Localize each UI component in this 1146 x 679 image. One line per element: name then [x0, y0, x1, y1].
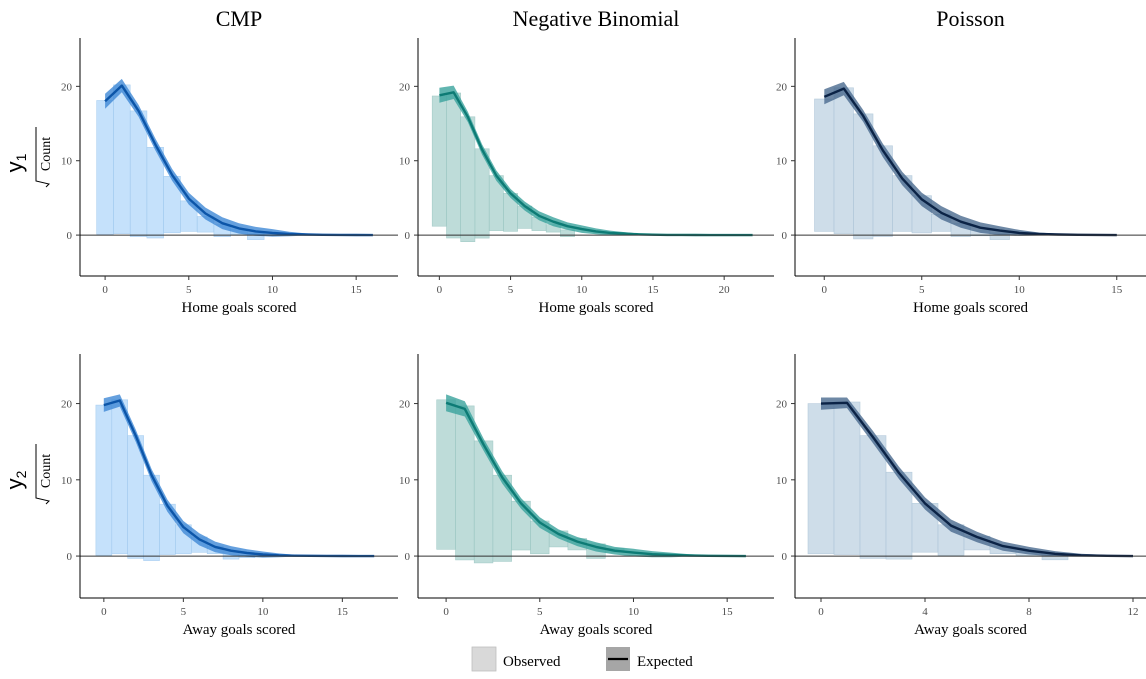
panel-CMP-home: 0 10 20 0 5 10 15 Home goals scored CMP [61, 6, 398, 316]
y-tick-label: 10 [776, 156, 788, 168]
y-tick-label: 10 [776, 475, 788, 487]
expected-band [821, 397, 1133, 557]
row-label-y1: y1 [2, 153, 29, 172]
x-tick-label: 4 [922, 606, 928, 618]
observed-bar [814, 98, 835, 232]
panel-NB-home: 0 10 20 0 5 10 15 20 Home goals scored Negative B… [399, 6, 774, 316]
observed-bar [95, 404, 113, 556]
observed-bar [146, 147, 164, 239]
y-axis-label-text: Count [39, 454, 54, 488]
x-axis-label: Home goals scored [182, 300, 297, 316]
strip-title: Negative Binomial [513, 6, 680, 31]
legend-expected-label: Expected [637, 654, 693, 670]
y-tick-label: 10 [61, 156, 73, 168]
x-tick-label: 15 [337, 606, 349, 618]
x-tick-label: 5 [181, 606, 187, 618]
x-axis-label: Home goals scored [913, 300, 1028, 316]
x-axis-label: Away goals scored [183, 622, 296, 638]
observed-bar [96, 100, 114, 235]
y-tick-label: 0 [67, 551, 73, 563]
row-label-y2: y2 [2, 470, 29, 489]
observed-bar [833, 87, 854, 234]
y-axis-label-text: Count [39, 137, 54, 171]
panel-NB-away: 0 10 20 0 5 10 15 Away goals scored [399, 354, 774, 638]
y-tick-label: 0 [405, 551, 411, 563]
expected-band [824, 81, 1117, 236]
x-tick-label: 0 [818, 606, 824, 618]
observed-bar [446, 92, 461, 239]
legend: Observed Expected [471, 646, 693, 672]
x-tick-label: 15 [351, 284, 363, 296]
panel-Poisson-away: 0 10 20 0 4 8 12 Away goals scored [776, 354, 1146, 638]
observed-bar [460, 116, 476, 243]
observed-bar [455, 405, 475, 561]
y-axis-label-sqrt-count: Count [35, 127, 54, 188]
expected-line [820, 401, 1134, 558]
observed-bar [859, 435, 887, 559]
x-tick-label: 15 [722, 606, 734, 618]
x-axis-label: Home goals scored [539, 300, 654, 316]
x-tick-label: 0 [822, 284, 828, 296]
y-tick-label: 20 [776, 399, 788, 411]
y-tick-label: 20 [399, 81, 411, 93]
row-label-subscript: 2 [13, 470, 29, 478]
sqrt-symbol [35, 444, 50, 505]
row-label-letter: y [2, 478, 27, 489]
y-tick-label: 0 [405, 230, 411, 242]
x-tick-label: 5 [537, 606, 543, 618]
x-tick-label: 15 [647, 284, 659, 296]
observed-bar [436, 399, 456, 550]
strip-title: CMP [216, 6, 262, 31]
x-tick-label: 10 [576, 284, 588, 296]
y-tick-label: 0 [782, 551, 788, 563]
y-tick-label: 0 [782, 230, 788, 242]
panel-Poisson-home: 0 10 20 0 5 10 15 Home goals scored Poisson [776, 6, 1146, 316]
y-tick-label: 10 [399, 475, 411, 487]
sqrt-symbol [35, 127, 50, 188]
x-tick-label: 10 [257, 606, 269, 618]
x-tick-label: 10 [628, 606, 640, 618]
y-tick-label: 20 [776, 81, 788, 93]
observed-bar [113, 84, 131, 234]
x-tick-label: 10 [1014, 284, 1026, 296]
x-tick-label: 10 [267, 284, 279, 296]
row-label-subscript: 1 [13, 153, 29, 161]
expected-band [105, 78, 373, 237]
legend-observed-label: Observed [503, 654, 561, 670]
observed-bar [129, 110, 148, 237]
x-tick-label: 0 [101, 606, 107, 618]
row-label-letter: y [2, 161, 27, 172]
x-tick-label: 8 [1026, 606, 1032, 618]
expected-band [439, 85, 753, 236]
y-tick-label: 0 [67, 230, 73, 242]
observed-bar [807, 403, 835, 555]
x-tick-label: 5 [919, 284, 925, 296]
x-tick-label: 20 [719, 284, 731, 296]
x-axis-label: Away goals scored [540, 622, 653, 638]
legend-observed-swatch [471, 646, 497, 672]
y-tick-label: 20 [399, 399, 411, 411]
strip-title: Poisson [936, 6, 1004, 31]
observed-bar [111, 399, 129, 555]
x-tick-label: 15 [1111, 284, 1123, 296]
x-tick-label: 12 [1128, 606, 1139, 618]
y-tick-label: 20 [61, 81, 73, 93]
observed-bar [431, 95, 447, 227]
x-tick-label: 5 [508, 284, 514, 296]
observed-bar [833, 401, 861, 555]
y-axis-label-sqrt-count: Count [35, 444, 54, 505]
x-tick-label: 0 [443, 606, 449, 618]
y-tick-label: 10 [399, 156, 411, 168]
panel-CMP-away: 0 10 20 0 5 10 15 Away goals scored [61, 354, 398, 638]
y-tick-label: 10 [61, 475, 73, 487]
x-tick-label: 5 [186, 284, 192, 296]
expected-band [103, 394, 375, 558]
x-axis-label: Away goals scored [914, 622, 1027, 638]
x-tick-label: 0 [102, 284, 108, 296]
x-tick-label: 0 [437, 284, 443, 296]
y-tick-label: 20 [61, 399, 73, 411]
